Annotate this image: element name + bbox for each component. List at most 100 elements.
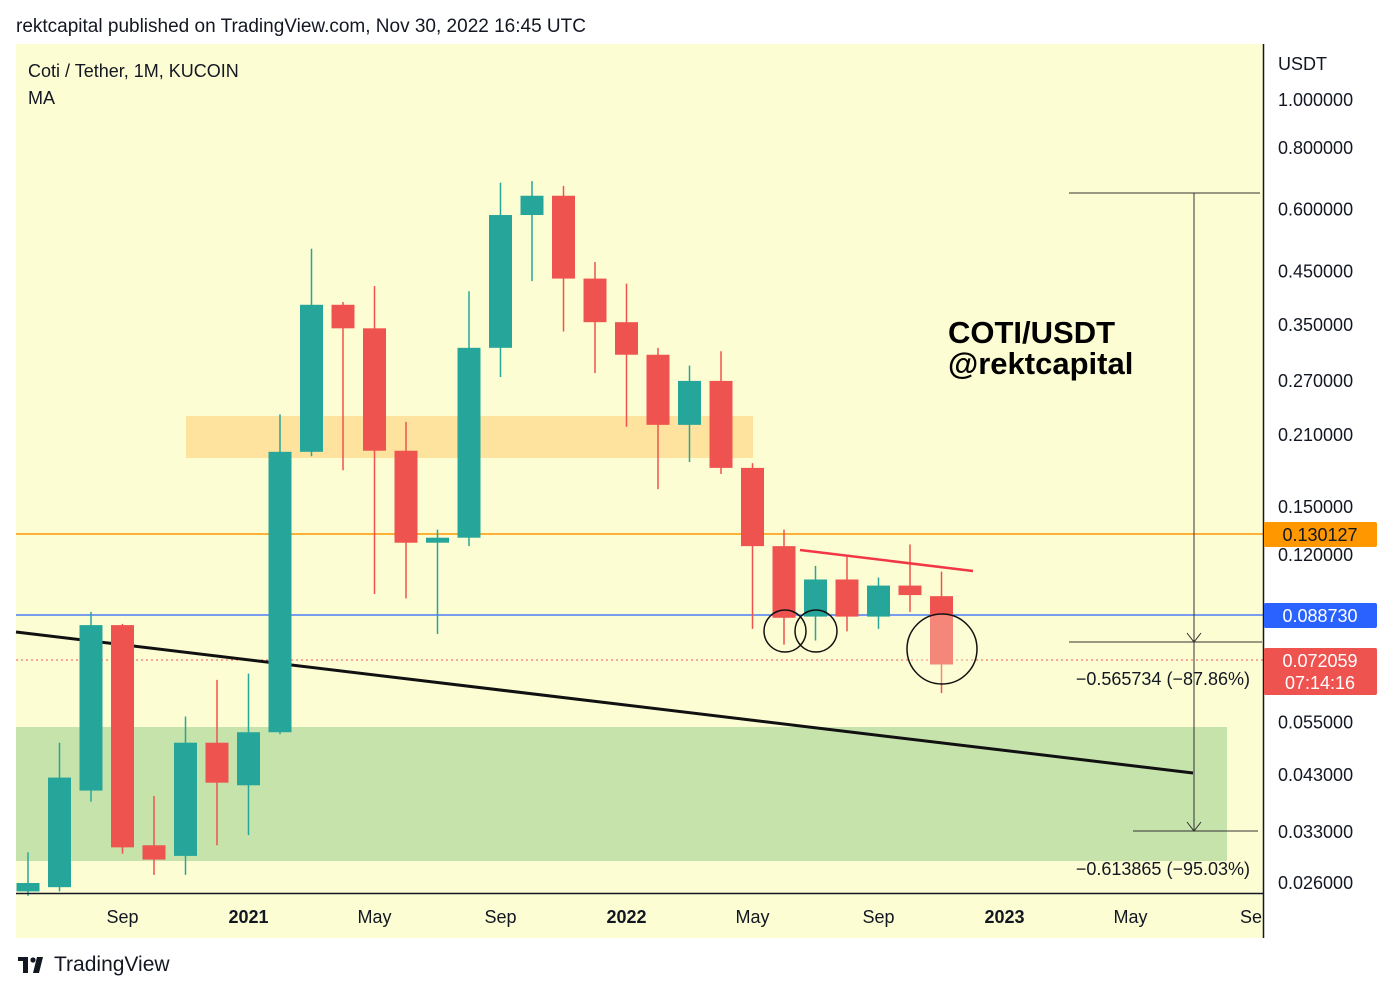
candle-2022-05[interactable] [741,463,764,629]
candle-body [520,195,544,216]
low-circle-1[interactable] [763,609,807,653]
candle-2020-09[interactable] [111,623,134,854]
candle-2020-08[interactable] [79,611,103,802]
price-scale-unit: USDT [1278,54,1327,74]
candle-2020-12[interactable] [205,679,229,846]
overlay-handle: @rektcapital [948,346,1133,381]
candle-2020-06[interactable] [16,852,40,896]
candle-2020-07[interactable] [48,742,71,892]
time-tick-label: May [735,907,769,927]
candle-2021-09[interactable] [489,182,512,377]
candle-body [394,450,418,543]
time-tick-label: Sep [862,907,894,927]
time-scale[interactable] [16,893,1264,938]
candle-2020-11[interactable] [174,716,197,875]
demand-zone [16,727,1227,861]
candle-2022-06[interactable] [772,529,796,645]
price-scale[interactable] [1264,44,1400,938]
candle-2021-01[interactable] [237,673,260,836]
time-tick-label: May [1113,907,1147,927]
price-label-current-text: 0.072059 [1282,651,1357,671]
candle-body [678,380,701,425]
candle-body [205,742,229,783]
measure-tool[interactable] [1069,192,1262,832]
price-tick-label: 0.026000 [1278,873,1353,893]
candle-2021-12[interactable] [583,261,607,374]
price-label-orange-text: 0.130127 [1282,525,1357,545]
candle-body [552,195,575,279]
candle-2022-08[interactable] [835,556,859,632]
symbol-legend[interactable]: Coti / Tether, 1M, KUCOIN [28,61,239,81]
candle-body [867,585,890,617]
measure-label-1: −0.565734 (−87.86%) [1076,669,1250,689]
price-tick-label: 0.350000 [1278,315,1353,335]
candle-body [79,625,103,791]
red-trendline[interactable] [799,548,974,573]
candle-2021-03[interactable] [300,248,323,457]
price-label-current[interactable]: 0.072059 07:14:16 [1264,648,1377,695]
low-circle-3[interactable] [906,613,978,685]
price-label-blue[interactable]: 0.088730 [1264,603,1377,628]
candle-body [615,322,638,355]
candle-body [111,625,134,848]
time-tick-label: 2022 [606,907,646,927]
black-trendline[interactable] [15,630,1194,775]
low-circle-2[interactable] [794,609,838,653]
candle-2021-04[interactable] [331,302,355,471]
measure-label-2: −0.613865 (−95.03%) [1076,859,1250,879]
candle-2021-08[interactable] [457,291,481,547]
candle-body [16,883,40,892]
time-ticks: Sep 2021 May Sep 2022 May Sep 2023 May Se [106,907,1262,927]
price-tick-label: 0.450000 [1278,261,1353,281]
candle-2022-11[interactable] [930,571,953,694]
candle-2021-05[interactable] [363,286,386,594]
overlay-title: COTI/USDT [948,315,1115,350]
bar-countdown-text: 07:14:16 [1285,673,1355,693]
tradingview-brand: TradingView [54,953,170,976]
indicator-legend[interactable]: MA [28,88,55,108]
candle-body [930,596,953,665]
candle-2022-10[interactable] [898,544,922,612]
price-tick-label: 0.055000 [1278,712,1353,732]
time-tick-label: Se [1240,907,1262,927]
candle-body [426,537,449,543]
price-tick-label: 0.120000 [1278,545,1353,565]
candle-2022-03[interactable] [678,365,701,463]
price-label-orange[interactable]: 0.130127 [1264,522,1377,547]
candle-body [804,579,827,617]
candle-2021-11[interactable] [552,185,575,332]
publish-header: rektcapital published on TradingView.com… [16,16,586,37]
time-tick-label: May [357,907,391,927]
candle-2020-10[interactable] [142,796,166,875]
candle-body [835,579,859,617]
candles-group [16,181,953,896]
candle-2022-04[interactable] [709,351,733,474]
candle-2021-02[interactable] [268,414,292,735]
price-tick-label: 0.800000 [1278,138,1353,158]
candle-2022-01[interactable] [615,283,638,427]
candle-body [174,742,197,856]
candle-2022-09[interactable] [867,577,890,629]
time-tick-label: 2021 [228,907,268,927]
candle-body [237,732,260,786]
tradingview-footer[interactable]: TradingView [18,952,170,978]
price-tick-label: 0.033000 [1278,822,1353,842]
candle-2022-07[interactable] [804,565,827,641]
candle-2021-06[interactable] [394,421,418,599]
candle-body [48,777,71,888]
candle-body [898,585,922,596]
candle-2022-02[interactable] [646,347,670,490]
candle-body [741,467,764,547]
price-label-blue-text: 0.088730 [1282,606,1357,626]
candle-body [709,380,733,468]
candle-2021-10[interactable] [520,181,544,282]
price-tick-label: 0.210000 [1278,425,1353,445]
time-tick-label: Sep [484,907,516,927]
candle-body [489,215,512,348]
candle-2021-07[interactable] [426,529,449,634]
price-ticks: 1.000000 0.800000 0.600000 0.450000 0.350000… [1278,90,1353,893]
candle-body [772,546,796,618]
candle-body [457,347,481,538]
time-tick-label: Sep [106,907,138,927]
